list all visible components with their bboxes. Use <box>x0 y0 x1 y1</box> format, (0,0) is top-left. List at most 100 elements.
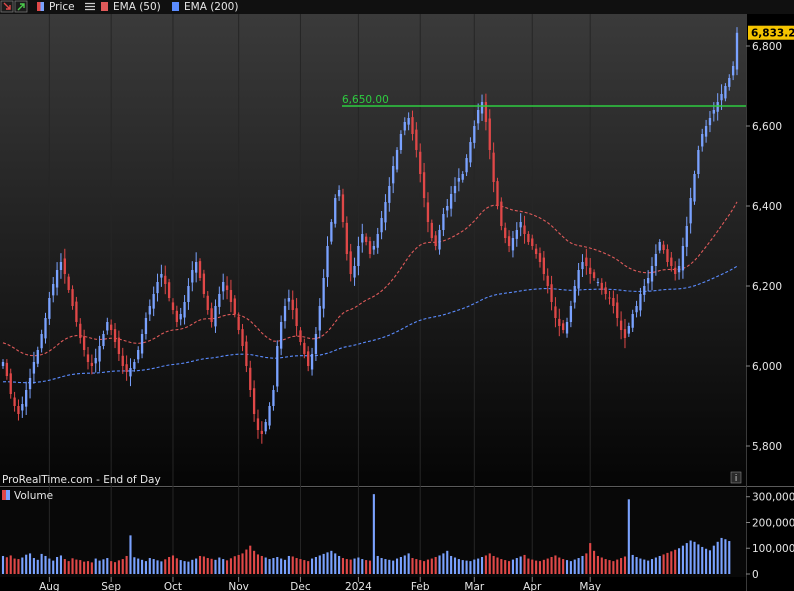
candle-body <box>364 236 368 242</box>
volume-bar <box>480 557 484 574</box>
candle-body <box>144 318 148 334</box>
volume-bar <box>334 553 337 574</box>
candle-body <box>225 285 229 290</box>
candle-body <box>140 334 144 354</box>
price-legend-label[interactable]: Price <box>49 1 75 13</box>
ema50-legend-label[interactable]: EMA (50) <box>113 1 161 13</box>
volume-bar <box>403 555 406 574</box>
candle-body <box>55 270 59 288</box>
candle-body <box>295 308 298 326</box>
last-price-tag-label: 6,833.23 <box>751 28 794 40</box>
volume-bar <box>365 560 368 574</box>
candle-body <box>179 314 182 320</box>
volume-bar <box>148 558 151 574</box>
volume-bar <box>535 560 538 574</box>
volume-bar <box>623 556 627 574</box>
volume-bar <box>9 555 12 574</box>
ema200-legend-label[interactable]: EMA (200) <box>184 1 238 13</box>
volume-y-tick-label: 100,000 <box>752 543 794 555</box>
volume-bar <box>639 558 642 574</box>
candle-body <box>577 270 580 289</box>
candle-body <box>368 241 372 254</box>
up-arrow-icon[interactable] <box>14 0 28 13</box>
candle-body <box>504 227 507 238</box>
volume-bar <box>650 559 654 574</box>
volume-bar <box>32 558 35 574</box>
volume-bar <box>388 559 391 574</box>
volume-bar <box>361 559 364 574</box>
volume-bar <box>241 553 244 574</box>
candle-body <box>330 222 333 242</box>
candle-body <box>492 152 495 182</box>
candle-body <box>484 102 488 122</box>
volume-bar <box>716 541 719 574</box>
volume-bar <box>98 560 101 574</box>
volume-bar <box>206 558 209 574</box>
candle-body <box>48 298 51 319</box>
ema200-line <box>2 265 738 384</box>
candle-body <box>5 362 9 376</box>
candle-body <box>573 286 576 303</box>
candle-body <box>388 186 391 203</box>
candle-body <box>708 118 712 126</box>
candle-body <box>237 316 240 330</box>
volume-bar <box>218 557 221 574</box>
candle-body <box>666 249 669 262</box>
volume-bar <box>689 540 692 574</box>
volume-bar <box>171 555 175 574</box>
candle-body <box>569 306 573 322</box>
volume-bar <box>558 557 561 574</box>
candle-body <box>310 354 314 370</box>
volume-bar <box>654 557 657 574</box>
candle-body <box>662 244 665 250</box>
volume-bar <box>627 499 630 574</box>
candle-body <box>82 336 86 350</box>
candle-body <box>731 66 735 76</box>
candle-body <box>619 320 623 330</box>
candle-body <box>550 284 553 302</box>
volume-bar <box>233 556 236 574</box>
x-tick-label: Oct <box>164 581 182 591</box>
candle-body <box>260 430 263 434</box>
volume-bar <box>287 555 290 574</box>
volume-y-tick-label: 300,000 <box>752 492 794 504</box>
x-tick-label: Nov <box>228 581 249 591</box>
volume-bar <box>596 555 599 574</box>
candle-body <box>110 324 113 330</box>
candle-body <box>616 302 619 318</box>
list-icon[interactable] <box>85 2 95 11</box>
volume-bar <box>160 561 163 574</box>
volume-panel-label[interactable]: Volume <box>14 490 53 502</box>
candle-body <box>303 342 306 354</box>
volume-bar <box>372 494 375 574</box>
volume-bar <box>299 559 302 574</box>
toolbar: Price EMA (50) EMA (200) <box>0 0 794 14</box>
volume-bar <box>368 560 372 574</box>
volume-bar <box>376 555 379 574</box>
x-tick-label: Feb <box>411 581 430 591</box>
volume-bar <box>635 557 638 574</box>
toolbar-background <box>0 0 794 14</box>
resistance-line[interactable]: 6,650.00 <box>342 94 746 107</box>
candle-body <box>604 287 607 294</box>
volume-bar <box>616 559 619 574</box>
candle-body <box>117 337 121 354</box>
x-tick-label: Mar <box>464 581 484 591</box>
volume-bar <box>407 553 410 574</box>
volume-bar <box>129 535 132 574</box>
info-icon[interactable]: i <box>730 471 742 484</box>
ema50-series <box>2 201 738 357</box>
candle-body <box>206 295 209 310</box>
volume-bar <box>415 559 418 574</box>
volume-bar <box>600 557 603 574</box>
candle-body <box>720 94 723 101</box>
candle-body <box>86 354 90 362</box>
volume-bar <box>345 559 348 574</box>
candle-body <box>724 86 727 99</box>
volume-bar <box>720 537 723 574</box>
candle-body <box>90 362 94 366</box>
candle-body <box>353 266 356 278</box>
down-arrow-icon[interactable] <box>0 0 14 13</box>
volume-bar <box>195 558 198 574</box>
volume-bar <box>430 558 433 574</box>
